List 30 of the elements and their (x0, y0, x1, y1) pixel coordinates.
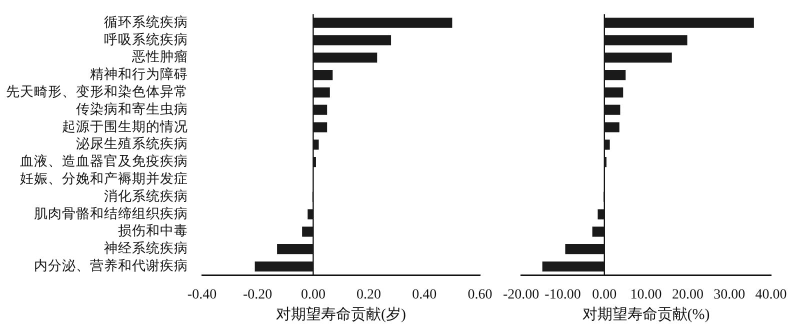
y-tick-label: 呼吸系统疾病 (104, 32, 188, 47)
x-axis-title: 对期望寿命贡献(%) (582, 306, 710, 323)
y-tick-label: 起源于围生期的情况 (62, 118, 188, 134)
y-tick-label: 消化系统疾病 (104, 188, 188, 204)
x-tick-label: 40.00 (755, 287, 787, 302)
x-tick-label: 0.20 (356, 287, 382, 302)
x-tick-label: -0.40 (187, 287, 217, 302)
y-tick-label: 泌尿生殖系统疾病 (76, 136, 188, 152)
x-tick-label: -10.00 (544, 287, 581, 302)
y-tick-label: 损伤和中毒 (118, 223, 188, 238)
y-tick-label: 内分泌、营养和代谢疾病 (34, 258, 188, 274)
x-tick-label: 20.00 (672, 287, 704, 302)
x-tick-label: 0.00 (592, 287, 617, 302)
y-tick-label: 肌肉骨骼和结缔组织疾病 (34, 206, 188, 221)
y-tick-label: 妊娠、分娩和产褥期并发症 (20, 171, 188, 186)
x-tick-label: 30.00 (714, 287, 746, 302)
x-axis-title: 对期望寿命贡献(岁) (276, 306, 406, 323)
x-tick-label: 0.00 (300, 287, 326, 302)
x-tick-label: -0.20 (243, 287, 272, 302)
y-tick-label: 精神和行为障碍 (90, 66, 188, 82)
x-tick-label: 0.60 (468, 287, 492, 302)
y-tick-label: 传染病和寄生虫病 (76, 101, 188, 116)
x-tick-label: -20.00 (502, 287, 540, 302)
y-tick-label: 循环系统疾病 (104, 14, 188, 30)
y-tick-label: 血液、造血器官及免疫疾病 (20, 154, 188, 169)
y-tick-label: 恶性肿瘤 (131, 49, 188, 64)
x-tick-label: 10.00 (630, 287, 662, 302)
y-tick-label: 先天畸形、变形和染色体异常 (6, 84, 188, 99)
x-tick-label: 0.40 (412, 287, 437, 302)
y-tick-label: 神经系统疾病 (104, 240, 188, 256)
